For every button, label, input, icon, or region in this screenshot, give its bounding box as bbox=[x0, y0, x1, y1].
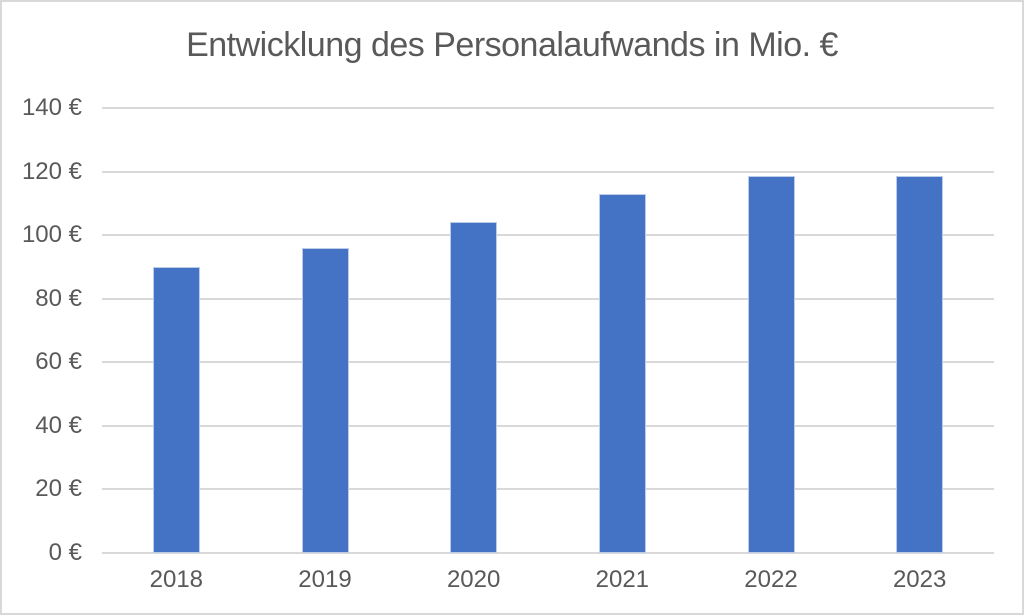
gridline-80 bbox=[102, 297, 994, 300]
chart-title: Entwicklung des Personalaufwands in Mio.… bbox=[186, 26, 838, 64]
x-axis-category-label: 2019 bbox=[298, 566, 352, 593]
bar-2019 bbox=[301, 247, 349, 553]
x-axis-category-label: 2021 bbox=[595, 566, 650, 593]
y-axis-tick-label: 60 € bbox=[35, 348, 82, 376]
x-axis-category-label: 2018 bbox=[149, 566, 204, 593]
y-axis-tick-label: 80 € bbox=[35, 284, 82, 312]
bar-2021 bbox=[598, 193, 646, 553]
bar-2018 bbox=[152, 266, 200, 553]
y-axis-tick-label: 120 € bbox=[21, 157, 82, 185]
x-axis-category-label: 2023 bbox=[892, 566, 947, 593]
x-axis-category-label: 2022 bbox=[744, 566, 798, 593]
gridline-100 bbox=[102, 234, 994, 237]
y-axis-tick-label: 140 € bbox=[21, 94, 82, 121]
gridline-140 bbox=[102, 107, 994, 109]
gridline-20 bbox=[102, 488, 994, 491]
gridline-120 bbox=[102, 170, 994, 173]
bar-2022 bbox=[747, 176, 795, 553]
gridline-0 bbox=[102, 552, 994, 554]
y-axis-tick-label: 40 € bbox=[35, 411, 82, 439]
gridline-60 bbox=[102, 361, 994, 364]
x-axis-category-label: 2020 bbox=[446, 566, 501, 593]
gridline-40 bbox=[102, 424, 994, 427]
bar-2020 bbox=[450, 222, 498, 553]
y-axis-tick-label: 0 € bbox=[48, 539, 82, 566]
bar-2023 bbox=[896, 176, 944, 553]
y-axis-tick-label: 100 € bbox=[21, 221, 82, 249]
y-axis-tick-label: 20 € bbox=[35, 475, 82, 503]
